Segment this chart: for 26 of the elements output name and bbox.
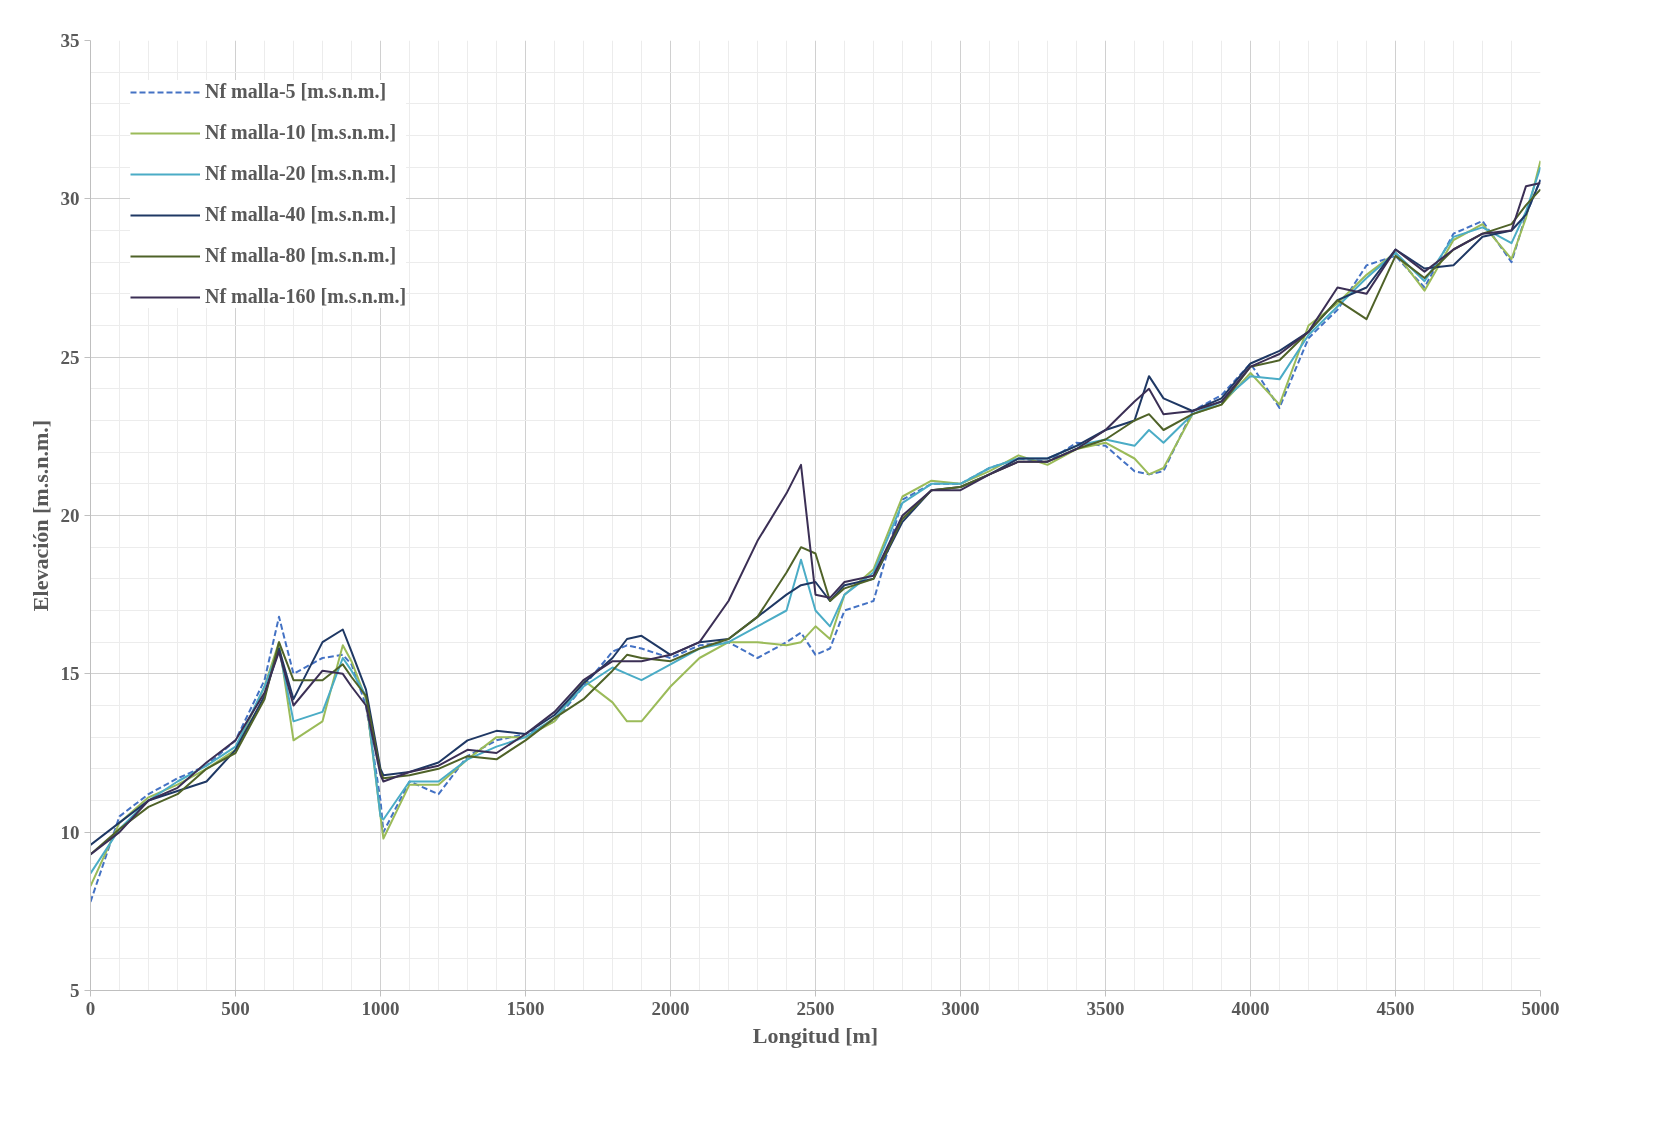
x-tick-label: 0 [85, 997, 96, 1019]
y-tick-label: 10 [60, 821, 80, 843]
x-tick-label: 3000 [941, 997, 980, 1019]
y-tick-label: 5 [70, 980, 80, 1001]
x-tick-label: 4000 [1231, 997, 1270, 1019]
legend-label: Nf malla-80 [m.s.n.m.] [205, 244, 397, 267]
legend-label: Nf malla-40 [m.s.n.m.] [205, 203, 397, 226]
legend-label: Nf malla-160 [m.s.n.m.] [205, 285, 407, 308]
x-tick-label: 3500 [1086, 997, 1125, 1019]
legend-label: Nf malla-5 [m.s.n.m.] [205, 80, 387, 103]
y-tick-label: 30 [60, 188, 80, 210]
x-tick-label: 5000 [1521, 997, 1560, 1019]
y-tick-label: 35 [60, 30, 80, 51]
y-tick-label: 20 [60, 505, 80, 526]
x-tick-label: 1500 [506, 997, 545, 1019]
legend-label: Nf malla-10 [m.s.n.m.] [205, 121, 397, 144]
x-tick-label: 2500 [796, 997, 835, 1019]
legend-label: Nf malla-20 [m.s.n.m.] [205, 162, 397, 185]
x-tick-label: 1000 [361, 997, 400, 1019]
x-axis-title: Longitud [m] [752, 1022, 879, 1048]
y-tick-label: 15 [60, 663, 80, 685]
x-tick-label: 500 [221, 997, 250, 1019]
x-tick-label: 2000 [651, 997, 690, 1019]
x-tick-label: 4500 [1376, 997, 1415, 1019]
y-axis-title: Elevación [m.s.n.m.] [27, 419, 53, 612]
y-tick-label: 25 [60, 346, 80, 368]
